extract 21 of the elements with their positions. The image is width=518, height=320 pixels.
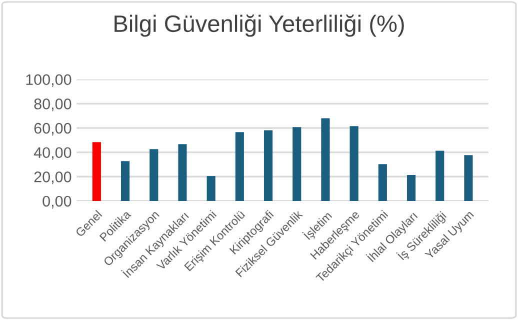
- y-tick-label: 100,00: [26, 74, 72, 87]
- y-tick-label: 80,00: [34, 98, 72, 112]
- y-tick-label: 0,00: [42, 196, 72, 208]
- bar: [350, 126, 358, 201]
- bar: [378, 164, 387, 201]
- bar: [292, 127, 302, 201]
- bar: [92, 142, 101, 201]
- bar: [321, 118, 330, 201]
- bar: [235, 132, 244, 201]
- y-tick-label: 60,00: [34, 122, 72, 136]
- y-tick-label: 20,00: [34, 172, 72, 184]
- chart-title: Bilgi Güvenliği Yeterliliği (%): [114, 14, 404, 37]
- bar: [150, 149, 158, 201]
- bar: [178, 144, 187, 201]
- bar: [120, 161, 130, 201]
- bar: [206, 176, 216, 201]
- y-tick-label: 40,00: [34, 147, 72, 160]
- bar: [436, 150, 444, 201]
- bar: [406, 175, 416, 201]
- bar: [464, 155, 473, 201]
- bar: [264, 130, 273, 201]
